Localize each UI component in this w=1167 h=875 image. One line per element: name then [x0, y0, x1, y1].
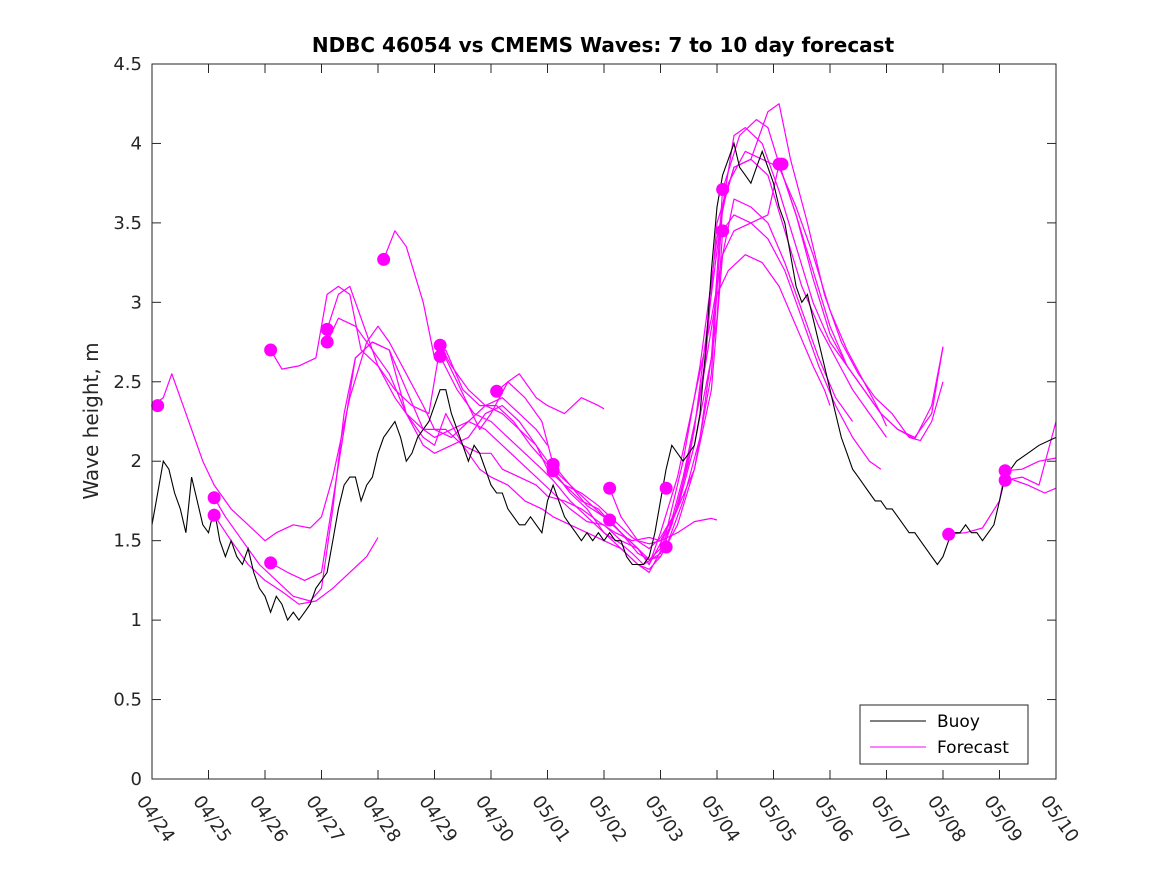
forecast-marker — [603, 481, 617, 495]
forecast-line — [151, 325, 718, 542]
y-tick-label: 1.5 — [113, 531, 142, 552]
forecast-marker — [151, 399, 165, 413]
buoy-line — [151, 141, 1057, 622]
forecast-marker — [603, 513, 617, 527]
forecast-marker — [546, 464, 560, 478]
forecast-marker — [207, 491, 221, 505]
forecast-line — [1004, 421, 1057, 486]
x-tick-label: 05/09 — [979, 792, 1026, 847]
x-tick-label: 04/28 — [358, 792, 405, 847]
x-tick-label: 04/25 — [188, 792, 235, 847]
forecast-marker — [716, 224, 730, 238]
x-tick-label: 04/29 — [414, 792, 461, 847]
y-tick-label: 4.5 — [113, 54, 142, 75]
forecast-line — [1004, 476, 1057, 494]
y-tick-label: 1 — [131, 610, 142, 631]
forecast-marker — [998, 473, 1012, 487]
plot-background — [152, 64, 1056, 779]
x-tick-label: 05/04 — [697, 792, 744, 847]
y-tick-label: 0 — [131, 769, 142, 790]
forecast-marker — [264, 343, 278, 357]
y-tick-label: 3 — [131, 292, 142, 313]
x-tick-label: 04/27 — [301, 792, 348, 847]
legend-forecast-label: Forecast — [937, 738, 1009, 758]
forecast-line — [439, 198, 854, 570]
x-tick-label: 04/30 — [471, 792, 518, 847]
forecast-marker — [320, 322, 334, 336]
axis-ticks — [151, 63, 1057, 780]
forecast-marker — [659, 481, 673, 495]
x-tick-label: 04/26 — [245, 792, 292, 847]
legend-buoy-label: Buoy — [937, 712, 980, 732]
forecast-marker — [490, 384, 504, 398]
legend-box — [859, 704, 1029, 765]
y-tick-label: 2 — [131, 451, 142, 472]
forecast-marker — [377, 252, 391, 266]
forecast-marker — [716, 183, 730, 197]
x-tick-label: 05/07 — [866, 792, 913, 847]
forecast-marker — [659, 540, 673, 554]
x-tick-label: 05/10 — [1036, 792, 1083, 847]
y-tick-label: 3.5 — [113, 213, 142, 234]
forecast-line — [609, 118, 944, 545]
x-tick-label: 05/05 — [753, 792, 800, 847]
forecast-marker — [942, 527, 956, 541]
forecast-line — [552, 103, 944, 566]
forecast-line — [439, 158, 887, 561]
forecast-marker — [775, 157, 789, 171]
forecast-marker — [433, 349, 447, 363]
forecast-marker — [264, 556, 278, 570]
x-tick-label: 05/03 — [640, 792, 687, 847]
forecast-marker — [207, 508, 221, 522]
y-axis-label: Wave height, m — [79, 342, 103, 499]
forecast-line — [496, 150, 944, 566]
forecast-markers — [151, 157, 1012, 570]
forecast-line — [326, 254, 831, 574]
chart-title: NDBC 46054 vs CMEMS Waves: 7 to 10 day f… — [312, 33, 895, 57]
y-tick-label: 4 — [131, 133, 142, 154]
x-tick-label: 05/06 — [810, 792, 857, 847]
x-tick-label: 05/01 — [527, 792, 574, 847]
y-tick-label: 2.5 — [113, 372, 142, 393]
x-tick-label: 04/24 — [132, 792, 179, 847]
x-tick-labels: 04/24 04/25 04/26 04/27 04/28 04/29 04/30 05/01… — [132, 792, 1083, 847]
forecast-marker — [433, 338, 447, 352]
y-tick-label: 0.5 — [113, 690, 142, 711]
forecast-line — [213, 514, 379, 605]
forecast-marker — [320, 335, 334, 349]
legend: Buoy Forecast — [859, 704, 1029, 765]
x-tick-label: 05/02 — [584, 792, 631, 847]
plot-lines — [151, 103, 1057, 622]
x-tick-label: 05/08 — [923, 792, 970, 847]
forecast-marker — [998, 464, 1012, 478]
y-tick-labels: 0 0.5 1 1.5 2 2.5 3 3.5 4 4.5 — [113, 54, 142, 790]
forecast-line — [270, 285, 548, 446]
forecast-line — [213, 222, 882, 602]
